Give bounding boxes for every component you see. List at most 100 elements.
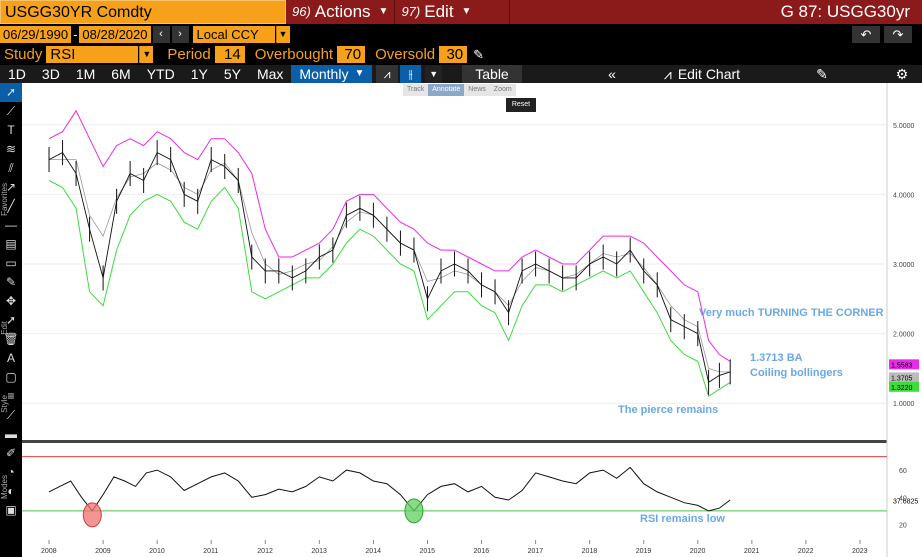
trash-icon[interactable]: 🗑 bbox=[3, 332, 19, 346]
chevron-down-icon[interactable]: ▼ bbox=[275, 26, 290, 43]
oversold-marker-green bbox=[404, 498, 424, 524]
bars-icon[interactable]: ▤ bbox=[5, 237, 17, 251]
tf-6m[interactable]: 6M bbox=[111, 66, 131, 82]
tf-5y[interactable]: 5Y bbox=[223, 66, 241, 82]
redo-icon[interactable]: ↷ bbox=[884, 26, 912, 43]
news-tool[interactable]: News bbox=[468, 86, 486, 93]
price-tick-label: 5.0000 bbox=[893, 123, 915, 130]
date-separator: - bbox=[73, 27, 78, 42]
move-icon[interactable]: ✥ bbox=[5, 294, 17, 308]
lower-band-line bbox=[48, 180, 731, 397]
channel-icon[interactable]: ⫽ bbox=[8, 161, 14, 175]
x-tick-label: 2011 bbox=[203, 548, 218, 555]
price-line bbox=[48, 151, 731, 384]
line-style-icon[interactable]: ≡ bbox=[7, 389, 15, 403]
tf-1d[interactable]: 1D bbox=[8, 66, 26, 82]
undo-icon[interactable]: ↶ bbox=[852, 26, 880, 43]
start-date-field[interactable]: 06/29/1990 bbox=[0, 26, 72, 43]
x-tick-label: 2014 bbox=[365, 548, 381, 555]
bar-chart-icon[interactable]: ⫲ bbox=[399, 65, 422, 83]
chevron-down-icon[interactable]: ▼ bbox=[139, 46, 154, 63]
annotation-pierce: The pierce remains bbox=[618, 404, 718, 416]
ticker-field[interactable]: USGG30YR Comdty bbox=[0, 0, 286, 24]
cursor-icon[interactable]: ➚ bbox=[0, 83, 22, 102]
prev-period-button[interactable]: ‹ bbox=[152, 26, 170, 43]
pencil-icon[interactable]: ✎ bbox=[473, 46, 485, 62]
annotate-icon[interactable]: ✎ bbox=[816, 66, 828, 82]
tf-ytd[interactable]: YTD bbox=[146, 66, 175, 82]
color-icon[interactable]: ▬ bbox=[5, 427, 17, 441]
screen-icon[interactable]: ▣ bbox=[5, 503, 17, 517]
table-button[interactable]: Table bbox=[461, 65, 522, 83]
x-tick-label: 2012 bbox=[257, 548, 273, 555]
tf-1m[interactable]: 1M bbox=[75, 66, 96, 82]
timeframe-bar: 1D 3D 1M 6M YTD 1Y 5Y Max Monthly ▼ ⩘ ⫲ … bbox=[0, 65, 922, 83]
line-chart-icon[interactable]: ⩘ bbox=[376, 65, 398, 83]
rsi-tick-label: 60 bbox=[899, 468, 907, 475]
favorites-label: Favorites bbox=[0, 183, 9, 216]
pointer-icon[interactable]: ➚ bbox=[5, 313, 17, 327]
overbought-field[interactable]: 70 bbox=[337, 46, 366, 63]
actions-menu[interactable]: 96) Actions ▼ bbox=[286, 0, 396, 24]
chart-svg: 5.0000 4.0000 3.0000 2.0000 1.0000 60 40 20 2008… bbox=[22, 83, 922, 557]
hline-icon[interactable]: — bbox=[5, 218, 17, 232]
toggle-icon[interactable]: ◐ bbox=[7, 484, 15, 498]
width-icon[interactable]: ⟋ bbox=[6, 408, 16, 422]
upper-price-tag-bg bbox=[889, 359, 919, 370]
text-icon[interactable]: T bbox=[7, 123, 15, 137]
x-tick-label: 2019 bbox=[636, 548, 652, 555]
price-tick-label: 4.0000 bbox=[893, 192, 915, 199]
date-bar: 06/29/1990 - 08/28/2020 ‹ › Local CCY ▼ … bbox=[0, 25, 922, 44]
study-select[interactable]: RSI bbox=[46, 46, 139, 63]
period-label: Period bbox=[167, 46, 211, 63]
edit-chart-button[interactable]: ⩘ Edit Chart bbox=[642, 65, 762, 83]
edit-number: 97) bbox=[401, 4, 421, 19]
collapse-icon[interactable]: « bbox=[608, 66, 616, 82]
lower-price-tag-bg bbox=[889, 381, 919, 392]
x-tick-label: 2020 bbox=[690, 548, 706, 555]
overbought-label: Overbought bbox=[254, 46, 334, 63]
panel-divider bbox=[22, 440, 922, 443]
price-tick-label: 3.0000 bbox=[893, 262, 915, 269]
track-tool[interactable]: Track bbox=[407, 86, 425, 93]
rect-icon[interactable]: ▭ bbox=[5, 256, 17, 270]
x-tick-label: 2013 bbox=[311, 548, 327, 555]
x-tick-label: 2017 bbox=[528, 548, 544, 555]
tf-max[interactable]: Max bbox=[256, 66, 284, 82]
price-tick-label: 2.0000 bbox=[893, 332, 915, 339]
annotate-tool[interactable]: Annotate bbox=[428, 84, 465, 96]
end-date-field[interactable]: 08/28/2020 bbox=[79, 26, 151, 43]
tf-3d[interactable]: 3D bbox=[41, 66, 60, 82]
frequency-select[interactable]: Monthly ▼ bbox=[291, 65, 373, 83]
tf-1y[interactable]: 1Y bbox=[190, 66, 208, 82]
fib-icon[interactable]: ≋ bbox=[5, 142, 17, 156]
line-tool-icon[interactable]: ╱ bbox=[7, 199, 15, 213]
chart-tools: Table « ⩘ Edit Chart ✎ ⚙ bbox=[461, 65, 922, 83]
reset-button[interactable]: Reset bbox=[506, 98, 536, 112]
next-period-button[interactable]: › bbox=[171, 26, 189, 43]
pen-icon[interactable]: ✎ bbox=[5, 275, 17, 289]
x-tick-label: 2018 bbox=[582, 548, 598, 555]
trendline-icon[interactable]: ⟋ bbox=[6, 104, 16, 118]
oversold-marker-red bbox=[82, 502, 102, 528]
draw-icon[interactable]: ✐ bbox=[5, 446, 17, 460]
currency-select[interactable]: Local CCY bbox=[192, 26, 275, 43]
box-icon[interactable]: ▢ bbox=[5, 370, 17, 384]
last-price-tag: 1.3705 bbox=[891, 375, 913, 382]
edit-label: Edit bbox=[0, 321, 9, 335]
gear-icon[interactable]: ⚙ bbox=[895, 66, 909, 82]
x-tick-label: 2010 bbox=[149, 548, 165, 555]
oversold-field[interactable]: 30 bbox=[439, 46, 468, 63]
zoom-tool[interactable]: Zoom bbox=[493, 86, 512, 93]
chart-area[interactable]: 5.0000 4.0000 3.0000 2.0000 1.0000 60 40 20 2008… bbox=[22, 83, 922, 557]
edit-menu[interactable]: 97) Edit ▼ bbox=[395, 0, 511, 24]
chart-type-dropdown[interactable]: ▼ bbox=[425, 65, 442, 83]
font-icon[interactable]: A bbox=[6, 351, 15, 365]
rsi-line bbox=[48, 466, 731, 512]
price-tick-label: 1.0000 bbox=[893, 401, 915, 408]
x-tick-label: 2016 bbox=[474, 548, 490, 555]
arrow-icon[interactable]: ↗ bbox=[5, 180, 17, 194]
mini-toolbar: Track Annotate News Zoom bbox=[403, 84, 516, 96]
sync-icon[interactable]: ◔ bbox=[7, 465, 15, 479]
period-field[interactable]: 14 bbox=[214, 46, 245, 63]
